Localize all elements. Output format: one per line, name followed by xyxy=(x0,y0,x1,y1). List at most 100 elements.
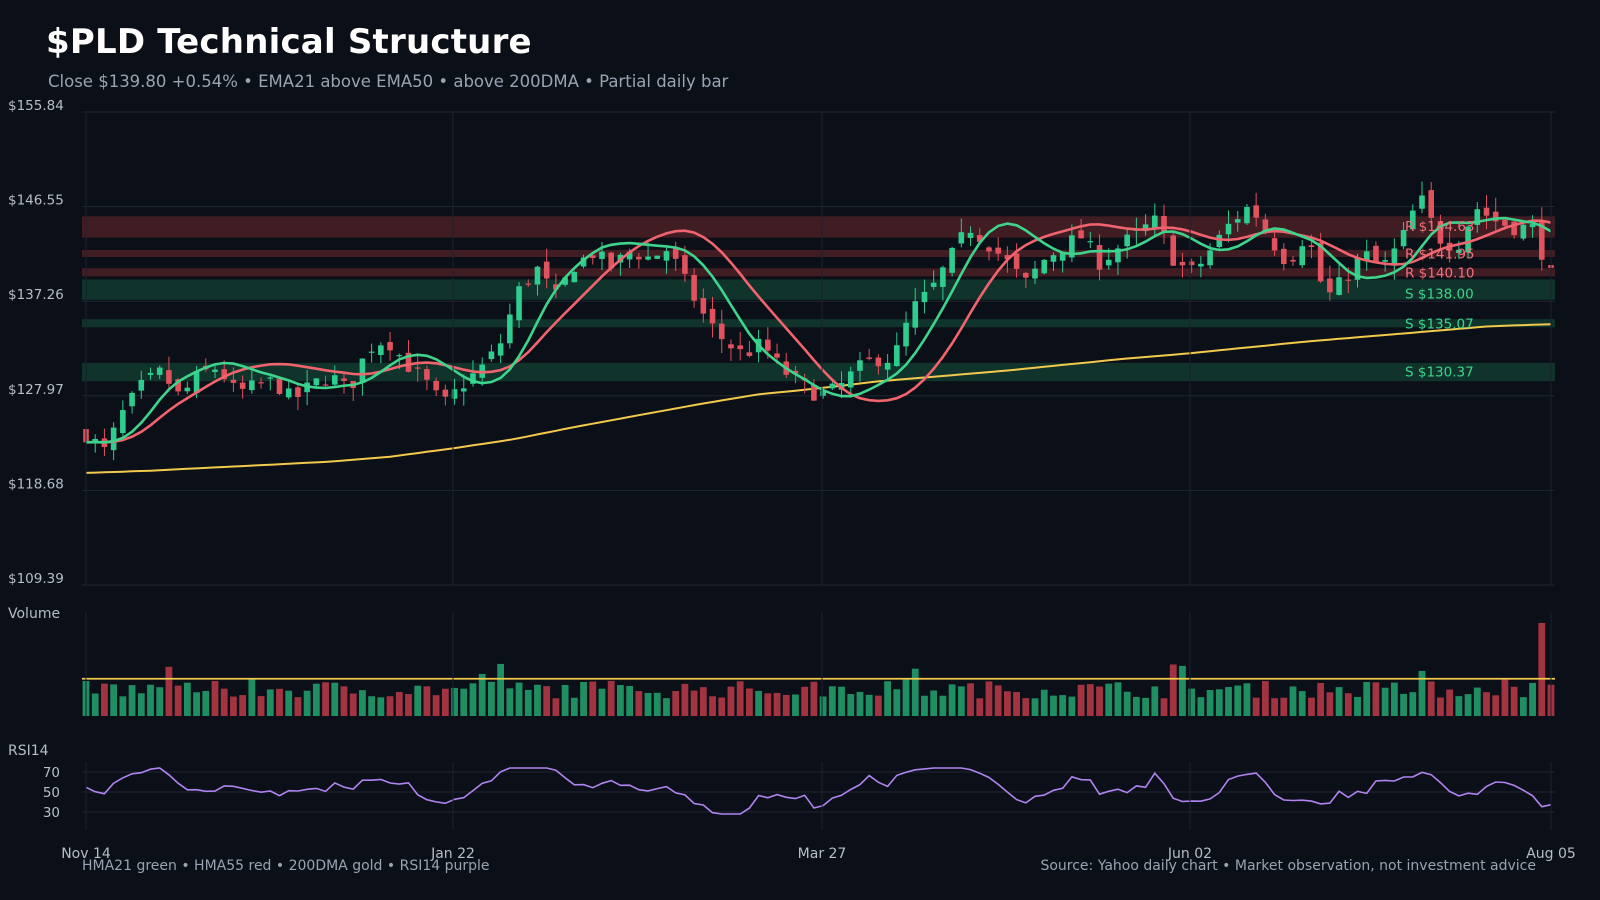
candle-body xyxy=(626,251,633,260)
candlesticks xyxy=(83,181,1554,461)
volume-bar xyxy=(552,698,560,716)
candle-body xyxy=(1336,277,1342,295)
volume-bar xyxy=(1252,697,1260,716)
candle-body xyxy=(1299,246,1306,266)
candle-body xyxy=(212,369,218,373)
volume-bar xyxy=(266,689,274,716)
volume-bar xyxy=(1197,697,1205,716)
candle-body xyxy=(156,367,163,375)
candle-body xyxy=(1142,224,1149,232)
volume-bar xyxy=(101,683,108,716)
volume-bar xyxy=(1188,688,1196,716)
volume-bar xyxy=(386,696,394,716)
candle-body xyxy=(414,367,421,369)
candle-body xyxy=(1050,255,1057,262)
volume-bar xyxy=(745,688,753,716)
candle-body xyxy=(387,342,393,351)
candle-body xyxy=(1188,261,1195,266)
candle-body xyxy=(866,357,872,359)
candle-body xyxy=(488,351,495,360)
volume-bar xyxy=(1529,682,1536,716)
candle-body xyxy=(442,389,449,397)
volume-bar xyxy=(727,686,735,716)
candle-body xyxy=(1059,251,1066,261)
volume-bar xyxy=(230,696,237,716)
candle-body xyxy=(1437,221,1444,244)
volume-bar xyxy=(405,694,412,716)
volume-bar xyxy=(764,693,772,716)
candle-body xyxy=(1382,260,1388,262)
volume-bar xyxy=(1308,697,1315,716)
candle-body xyxy=(534,266,541,285)
volume-bar xyxy=(1086,684,1094,716)
candle-body xyxy=(589,255,596,259)
volume-bar xyxy=(239,695,247,716)
price-y-axis: $155.84 $146.55 $137.26 $127.97 $118.68 $109.… xyxy=(8,98,64,587)
volume-bar xyxy=(1483,692,1490,716)
rsi-tick-label: 70 xyxy=(43,765,60,781)
volume-bar xyxy=(893,689,901,716)
candle-body xyxy=(1078,230,1084,239)
candle-body xyxy=(110,427,117,451)
hma21-line xyxy=(85,216,1552,444)
volume-bar xyxy=(211,680,219,716)
volume-bar xyxy=(340,686,348,716)
volume-bar xyxy=(690,690,698,716)
hma55-line xyxy=(85,219,1552,444)
volume-bar xyxy=(736,681,744,716)
volume-bar xyxy=(1105,683,1113,716)
candle-body xyxy=(571,271,578,283)
volume-bar xyxy=(1068,696,1076,716)
volume-bar xyxy=(1280,697,1288,716)
candle-body xyxy=(147,372,154,375)
candle-body xyxy=(470,373,476,384)
volume-bar xyxy=(580,681,587,716)
candle-body xyxy=(322,384,329,386)
candle-body xyxy=(1363,251,1370,262)
rsi-tick-label: 50 xyxy=(43,785,60,801)
candle-body xyxy=(378,345,384,356)
candle-body xyxy=(1511,221,1517,236)
candle-body xyxy=(1013,253,1020,269)
volume-bar xyxy=(828,686,836,716)
candle-body xyxy=(599,251,605,259)
level-label: S $130.37 xyxy=(1405,364,1474,380)
volume-bar xyxy=(377,697,385,716)
volume-bar xyxy=(165,666,173,716)
candle-body xyxy=(396,355,403,357)
volume-bar xyxy=(1418,670,1426,716)
volume-bar xyxy=(957,686,965,716)
candle-body xyxy=(1023,272,1029,278)
volume-bar xyxy=(1354,696,1361,716)
volume-bar xyxy=(1234,685,1242,716)
candle-body xyxy=(497,343,504,356)
volume-bar xyxy=(1040,689,1048,716)
support-resistance-zones xyxy=(82,216,1555,382)
level-label: S $138.00 xyxy=(1405,287,1474,303)
volume-bar xyxy=(948,684,956,716)
candle-body xyxy=(295,387,301,397)
volume-bar xyxy=(1179,665,1186,716)
candle-body xyxy=(580,257,587,267)
candle-body xyxy=(1262,219,1269,233)
dma200-layer xyxy=(85,323,1552,474)
volume-bar xyxy=(1492,695,1500,716)
candle-body xyxy=(1538,220,1545,260)
price-tick-label: $127.97 xyxy=(8,382,64,398)
volume-bar xyxy=(193,692,200,716)
candle-body xyxy=(129,392,135,407)
volume-bar xyxy=(617,685,624,716)
volume-panel-label: Volume xyxy=(8,606,60,622)
volume-bar xyxy=(294,697,302,716)
candle-body xyxy=(285,388,292,398)
moving-averages xyxy=(85,216,1552,444)
volume-bar xyxy=(220,688,228,716)
price-tick-label: $146.55 xyxy=(8,193,64,209)
volume-bar xyxy=(1215,689,1223,716)
volume-bar xyxy=(1123,691,1131,716)
price-tick-label: $137.26 xyxy=(8,287,64,303)
volume-bar xyxy=(570,697,578,716)
candle-body xyxy=(1216,234,1223,248)
level-zone xyxy=(82,319,1555,328)
